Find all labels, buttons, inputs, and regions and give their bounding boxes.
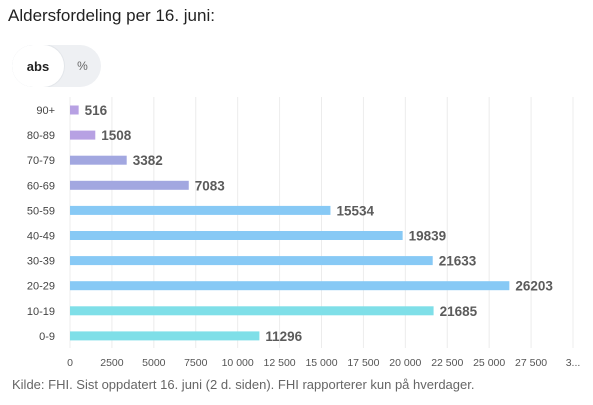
age-distribution-chart: 90+ 80-89 70-79 60-69 50-59 40-49 30-39 20-29 10…: [27, 97, 580, 369]
category-label: 70-79: [27, 155, 55, 167]
toggle-option-percent[interactable]: %: [77, 59, 88, 73]
value-label: 21685: [440, 304, 478, 319]
source-note: Kilde: FHI. Sist oppdatert 16. juni (2 d…: [12, 377, 475, 392]
bar-40-49[interactable]: [70, 231, 403, 240]
bar-30-39[interactable]: [70, 256, 433, 266]
value-label: 21633: [439, 254, 477, 269]
category-label: 40-49: [27, 231, 55, 243]
x-tick-label: 0: [67, 357, 73, 369]
category-label: 50-59: [27, 205, 55, 217]
category-label: 80-89: [27, 130, 55, 142]
category-label: 20-29: [27, 281, 55, 293]
category-label: 30-39: [27, 256, 55, 268]
x-tick-label: 5000: [142, 357, 166, 369]
category-label: 0-9: [39, 331, 55, 343]
x-tick-label: 22 500: [431, 357, 463, 369]
value-label: 1508: [101, 128, 132, 143]
category-label: 10-19: [27, 306, 55, 318]
x-tick-label: 20 000: [389, 357, 421, 369]
grid-lines: [69, 97, 574, 348]
x-tick-label: 7500: [184, 357, 208, 369]
category-labels: 90+ 80-89 70-79 60-69 50-59 40-49 30-39 20-29 10…: [27, 105, 55, 343]
value-label: 3382: [133, 153, 163, 168]
x-tick-label: 27 500: [515, 357, 547, 369]
bar-20-29[interactable]: [70, 281, 510, 291]
bars: [70, 105, 510, 341]
x-tick-label: 2500: [100, 357, 124, 369]
value-label: 7083: [195, 178, 226, 193]
page-title: Aldersfordeling per 16. juni:: [8, 6, 215, 25]
bar-80-89[interactable]: [70, 130, 96, 140]
x-tick-label: 10 000: [222, 357, 254, 369]
bar-60-69[interactable]: [70, 180, 189, 190]
bar-10-19[interactable]: [70, 306, 434, 316]
value-label: 15534: [336, 203, 374, 218]
x-tick-label: 25 000: [473, 357, 505, 369]
x-tick-label: 3...: [566, 357, 581, 369]
value-label: 26203: [515, 279, 553, 294]
category-label: 90+: [36, 105, 55, 117]
bar-50-59[interactable]: [70, 205, 331, 215]
x-axis-ticks: 0 2500 5000 7500 10 000 12 500 15 000 17 500 20 …: [67, 357, 580, 369]
value-label: 19839: [409, 229, 447, 244]
value-label: 516: [85, 103, 108, 118]
bar-70-79[interactable]: [70, 155, 127, 165]
value-label: 11296: [265, 329, 302, 344]
x-tick-label: 15 000: [305, 357, 337, 369]
x-tick-label: 12 500: [264, 357, 296, 369]
bar-0-9[interactable]: [70, 331, 260, 341]
toggle-option-abs[interactable]: abs: [12, 45, 64, 87]
bar-90+[interactable]: [70, 105, 79, 115]
x-tick-label: 17 500: [347, 357, 379, 369]
abs-percent-toggle[interactable]: abs %: [12, 45, 101, 87]
category-label: 60-69: [27, 180, 55, 192]
